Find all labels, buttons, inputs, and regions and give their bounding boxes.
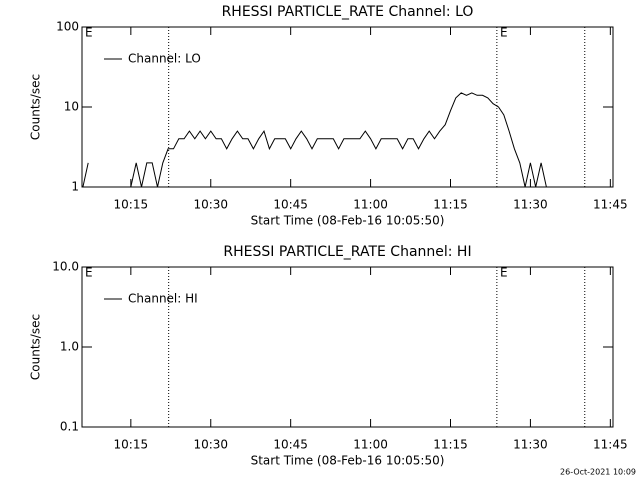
x-tick-label: 11:30 — [513, 438, 548, 452]
x-axis-label: Start Time (08-Feb-16 10:05:50) — [251, 214, 445, 228]
annotation: E — [85, 26, 93, 40]
x-tick-label: 11:45 — [593, 198, 628, 212]
x-tick-label: 11:30 — [513, 198, 548, 212]
x-axis-label: Start Time (08-Feb-16 10:05:50) — [251, 454, 445, 468]
x-tick-label: 11:00 — [353, 438, 388, 452]
x-tick-label: 10:45 — [273, 198, 308, 212]
x-tick-label: 11:15 — [433, 438, 468, 452]
y-axis-label: Counts/sec — [29, 74, 43, 140]
footer: 26-Oct-2021 10:09 — [560, 468, 636, 477]
annotation: E — [500, 26, 508, 40]
y-tick-label: 1.0 — [60, 340, 79, 354]
x-tick-label: 11:45 — [593, 438, 628, 452]
annotation: E — [500, 266, 508, 280]
legend-label: Channel: LO — [128, 52, 201, 66]
x-tick-label: 11:00 — [353, 198, 388, 212]
x-tick-label: 11:15 — [433, 198, 468, 212]
legend-label: Channel: HI — [128, 292, 198, 306]
x-tick-label: 10:15 — [114, 438, 149, 452]
chart-title: RHESSI PARTICLE_RATE Channel: HI — [223, 244, 471, 260]
y-tick-label: 10 — [64, 100, 79, 114]
x-tick-label: 10:15 — [114, 198, 149, 212]
y-axis-label: Counts/sec — [29, 314, 43, 380]
x-tick-label: 10:30 — [193, 438, 228, 452]
y-tick-label: 1 — [71, 180, 79, 194]
annotation: E — [85, 266, 93, 280]
y-tick-label: 100 — [56, 20, 79, 34]
chart-title: RHESSI PARTICLE_RATE Channel: LO — [222, 4, 474, 20]
y-tick-label: 10.0 — [52, 260, 79, 274]
x-tick-label: 10:30 — [193, 198, 228, 212]
data-line — [82, 92, 547, 188]
x-tick-label: 10:45 — [273, 438, 308, 452]
y-tick-label: 0.1 — [60, 420, 79, 434]
